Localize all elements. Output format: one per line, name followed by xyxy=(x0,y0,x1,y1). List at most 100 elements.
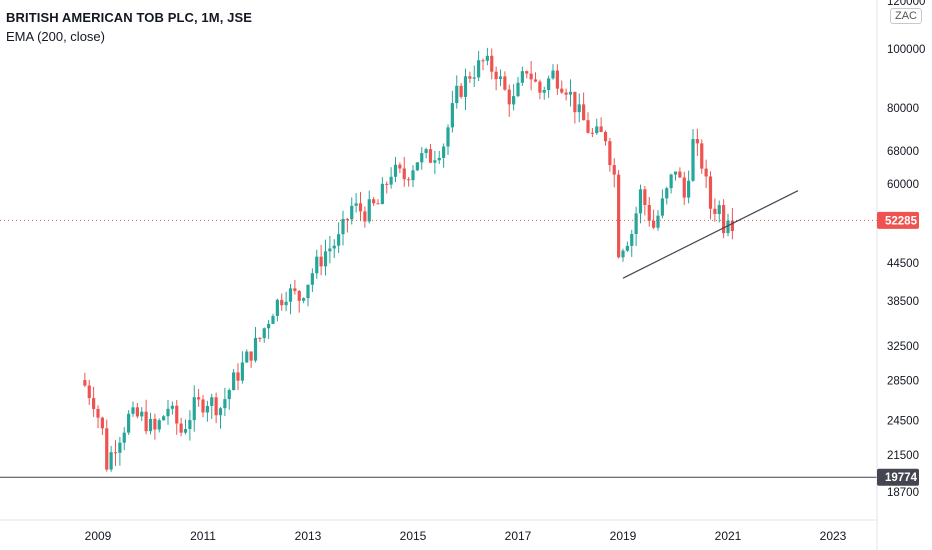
y-tick-label: 28500 xyxy=(887,376,919,388)
candle xyxy=(227,388,231,410)
candle xyxy=(284,291,288,312)
candle xyxy=(122,427,126,451)
candle xyxy=(660,189,664,219)
candle xyxy=(105,419,109,472)
candle xyxy=(389,167,393,189)
candle xyxy=(280,293,284,311)
candle xyxy=(407,177,411,187)
candle xyxy=(424,147,428,159)
candle xyxy=(450,90,454,133)
trendline[interactable] xyxy=(622,190,799,279)
candle xyxy=(205,400,209,422)
candle xyxy=(376,199,380,205)
candle xyxy=(100,416,104,435)
candle xyxy=(568,79,573,107)
candle xyxy=(175,399,179,435)
symbol-title[interactable]: BRITISH AMERICAN TOB PLC, 1M, JSE xyxy=(6,10,252,25)
y-tick-label: 21500 xyxy=(887,450,919,462)
candle xyxy=(402,156,406,187)
candle xyxy=(582,92,586,121)
candle xyxy=(603,130,608,146)
price-axis[interactable]: 18700 21500 24500 28500 32500 38500 44500 60000… xyxy=(876,0,925,550)
x-tick-label: 2009 xyxy=(85,529,112,543)
x-tick-label: 2021 xyxy=(715,529,742,543)
candle xyxy=(481,58,485,71)
candle xyxy=(157,418,161,433)
candle xyxy=(293,280,297,295)
candle xyxy=(542,86,546,100)
x-tick-label: 2019 xyxy=(610,529,637,543)
candle xyxy=(700,139,704,174)
candle xyxy=(463,68,468,110)
candle xyxy=(367,190,371,224)
y-tick-label: 32500 xyxy=(887,341,919,353)
candle xyxy=(258,337,262,342)
x-tick-label: 2023 xyxy=(820,529,847,543)
candle xyxy=(446,124,450,155)
candle xyxy=(127,410,131,435)
candle xyxy=(411,165,415,187)
candle xyxy=(393,156,398,183)
candle xyxy=(682,171,686,205)
candle xyxy=(192,385,196,432)
candle xyxy=(135,403,139,419)
candle xyxy=(218,407,223,429)
candle xyxy=(516,76,520,98)
candle xyxy=(420,147,424,170)
candle xyxy=(345,217,349,233)
candle xyxy=(210,393,214,419)
candle xyxy=(608,137,612,172)
candle xyxy=(188,410,192,441)
candle xyxy=(485,47,489,66)
candle xyxy=(459,83,463,99)
candle xyxy=(437,150,441,164)
candle xyxy=(665,186,669,205)
candle xyxy=(538,79,542,100)
candle xyxy=(297,289,301,313)
candle xyxy=(695,128,699,156)
candle xyxy=(634,206,638,247)
currency-button[interactable]: ZAC xyxy=(890,8,922,24)
candle xyxy=(625,241,629,253)
candle xyxy=(428,144,433,164)
candle xyxy=(153,413,157,440)
candle xyxy=(302,297,306,304)
candle xyxy=(669,173,673,194)
candle xyxy=(551,64,555,80)
candle xyxy=(498,69,503,87)
candle xyxy=(691,129,695,182)
y-tick-label: 80000 xyxy=(887,103,919,115)
candle xyxy=(131,401,135,417)
candle xyxy=(337,222,341,253)
candle xyxy=(341,210,345,246)
candle xyxy=(638,184,643,224)
overlays-layer xyxy=(0,190,877,478)
time-axis[interactable]: 2009 2011 2013 2015 2017 2019 2021 2023 xyxy=(0,519,877,543)
candle xyxy=(573,91,577,124)
candle xyxy=(354,193,358,213)
candle xyxy=(717,200,721,223)
candle xyxy=(236,363,240,391)
candle xyxy=(319,245,323,276)
candle xyxy=(477,51,481,82)
x-tick-label: 2015 xyxy=(400,529,427,543)
candle xyxy=(197,388,201,407)
candle xyxy=(433,150,437,175)
candle xyxy=(472,65,476,88)
candle xyxy=(385,181,389,194)
candle xyxy=(179,417,183,437)
y-tick-label: 68000 xyxy=(887,146,919,158)
candle xyxy=(512,84,516,111)
y-tick-label: 44500 xyxy=(887,258,919,270)
candle xyxy=(687,170,691,204)
candle xyxy=(109,445,113,472)
indicator-label[interactable]: EMA (200, close) xyxy=(6,29,105,44)
candle xyxy=(455,75,459,109)
candle xyxy=(170,401,174,415)
candle xyxy=(328,236,332,264)
svg-text:52285: 52285 xyxy=(885,215,918,227)
candle xyxy=(183,419,188,435)
candle xyxy=(617,170,621,259)
candle xyxy=(245,349,249,363)
